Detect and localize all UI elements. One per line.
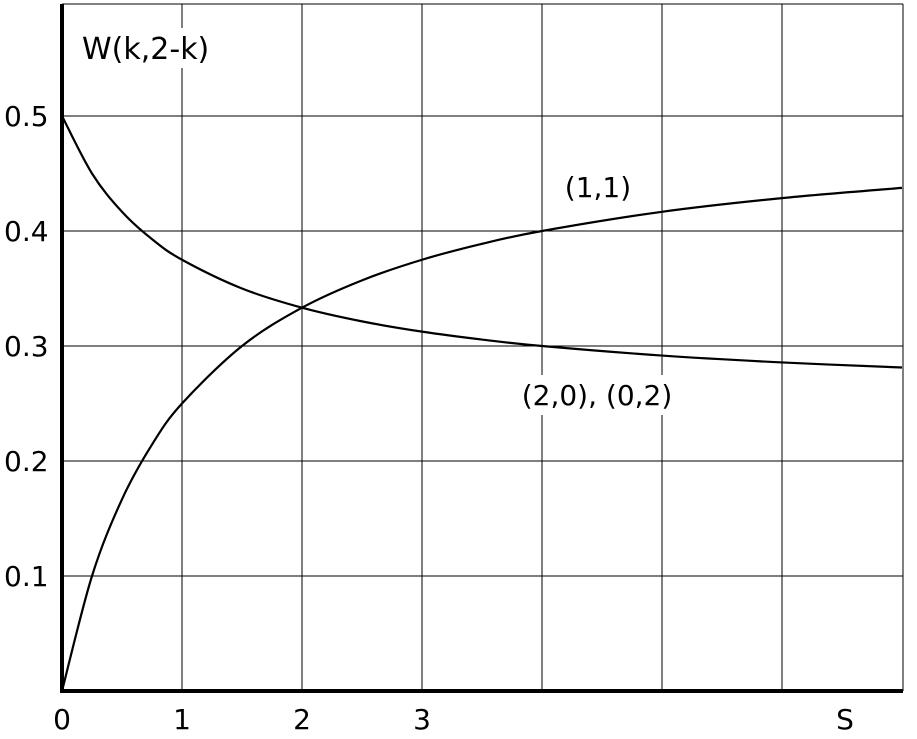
series-label-2: (2,0), (0,2) — [522, 379, 673, 412]
y-tick-label: 0.1 — [4, 560, 49, 593]
y-tick-label: 0.2 — [4, 445, 49, 478]
grid — [62, 3, 904, 691]
x-tick-label: 2 — [293, 703, 311, 736]
y-tick-label: 0.5 — [4, 100, 49, 133]
series-label-bg — [552, 167, 644, 207]
ylabel-bg — [76, 28, 226, 68]
tick-labels: 0 1 2 3 0.1 0.2 0.3 0.4 0.5 — [4, 100, 431, 736]
x-axis-label: S — [836, 703, 854, 736]
series-line-1 — [60, 186, 903, 692]
x-tick-label: 1 — [173, 703, 191, 736]
chart-labels: (1,1) (2,0), (0,2) W(k,2-k) S — [76, 28, 854, 736]
series-label-bg — [502, 375, 692, 415]
x-tick-label: 3 — [413, 703, 431, 736]
x-tick-label: 0 — [53, 703, 71, 736]
y-tick-label: 0.3 — [4, 330, 49, 363]
series-line-2 — [61, 115, 903, 369]
y-tick-label: 0.4 — [4, 215, 49, 248]
curves — [60, 115, 903, 692]
y-axis-label: W(k,2-k) — [82, 32, 209, 67]
axes — [60, 4, 903, 693]
series-label-1: (1,1) — [565, 171, 631, 204]
